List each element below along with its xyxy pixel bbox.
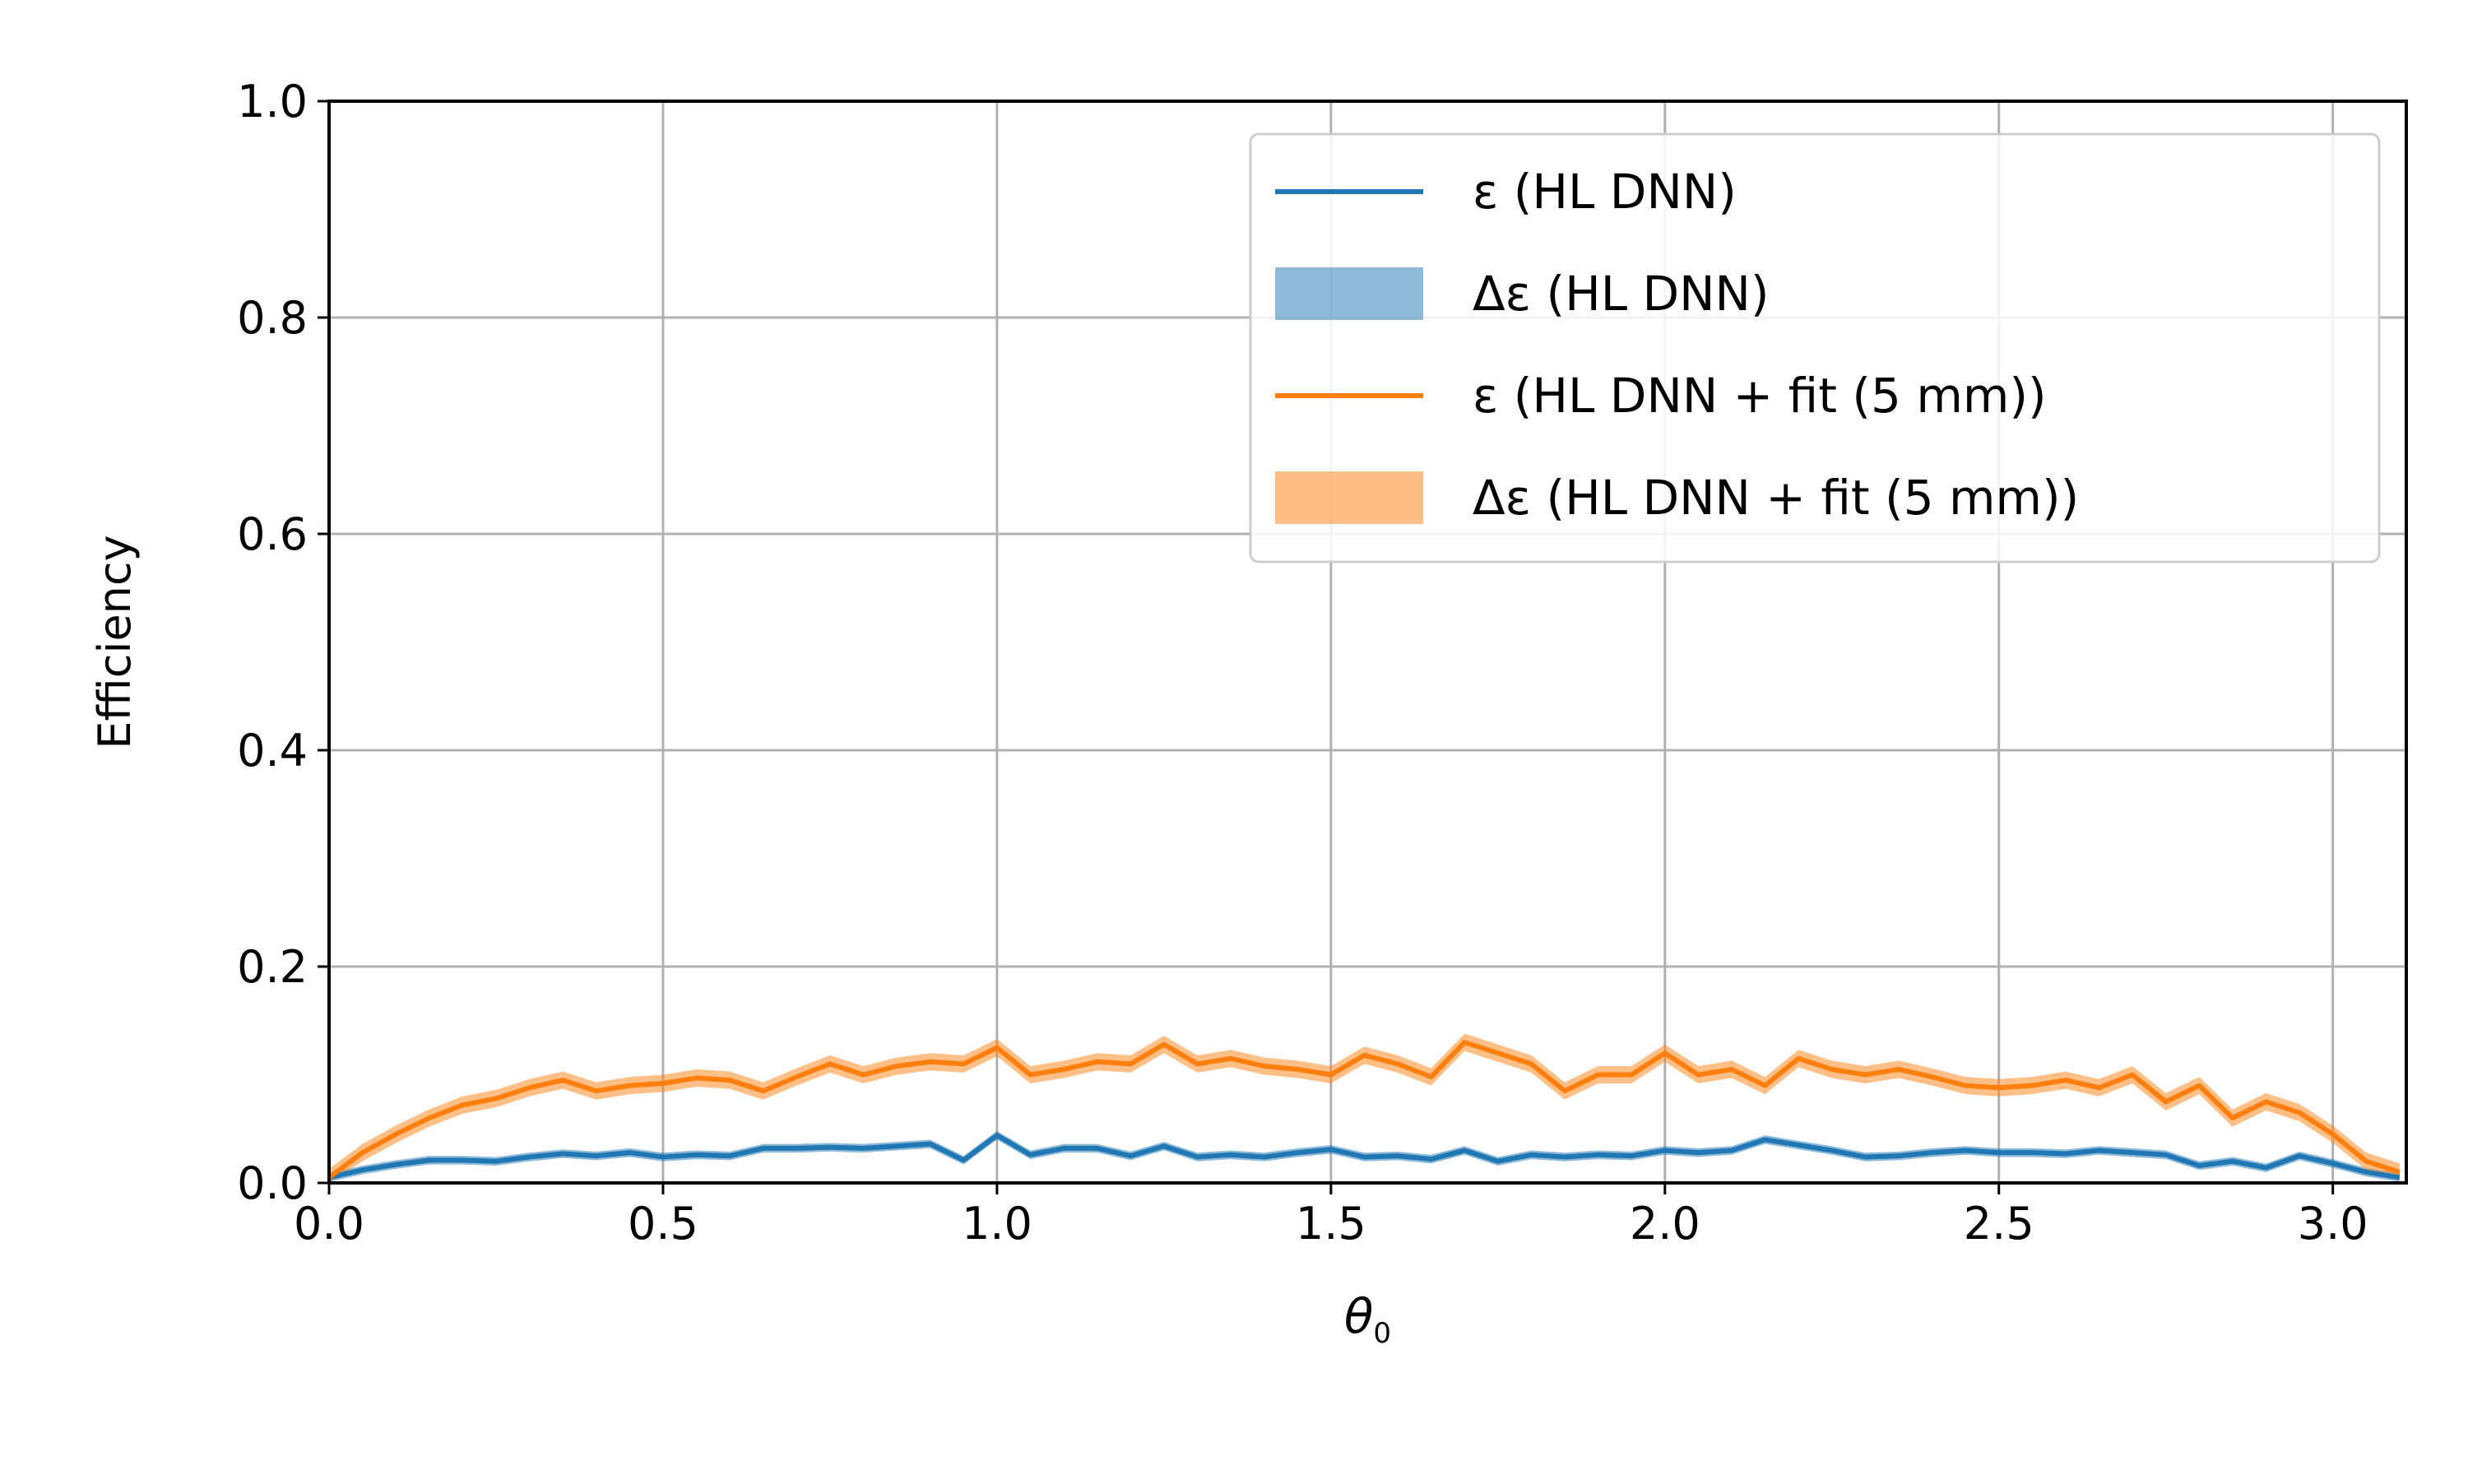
y-tick-label: 0.2 xyxy=(237,941,308,993)
y-tick-label: 0.0 xyxy=(237,1157,308,1209)
x-tick-label: 3.0 xyxy=(2298,1198,2368,1250)
x-tick-label: 0.0 xyxy=(294,1198,364,1250)
x-axis-label-subscript: 0 xyxy=(1373,1317,1391,1350)
x-tick-label: 2.0 xyxy=(1630,1198,1700,1250)
hl-dnn-efficiency-line xyxy=(328,1133,2401,1180)
y-tick-label: 1.0 xyxy=(237,76,308,128)
legend-label: Δε (HL DNN) xyxy=(1473,266,1770,322)
legend-label: Δε (HL DNN + fit (5 mm)) xyxy=(1473,470,2079,526)
legend-box xyxy=(1249,132,2381,563)
x-axis-label-symbol: θ xyxy=(1344,1288,1374,1344)
x-tick-label: 1.5 xyxy=(1296,1198,1366,1250)
legend-label: ε (HL DNN + fit (5 mm)) xyxy=(1473,368,2047,424)
x-tick-label: 2.5 xyxy=(1964,1198,2034,1250)
hl-dnn-fit-efficiency-line xyxy=(327,1040,2401,1180)
y-tick-label: 0.4 xyxy=(237,725,308,777)
x-tick-label: 1.0 xyxy=(962,1198,1032,1250)
y-axis-label: Efficiency xyxy=(89,535,141,749)
legend-band-swatch xyxy=(1275,471,1423,524)
y-tick-label: 0.6 xyxy=(237,508,308,560)
plot-frame xyxy=(327,100,2408,1185)
legend-label: ε (HL DNN) xyxy=(1473,164,1737,220)
legend-band-swatch xyxy=(1275,267,1423,320)
x-axis-label: θ0 xyxy=(1344,1288,1391,1350)
x-tick-label: 0.5 xyxy=(628,1198,698,1250)
axis-ticks: 0.0 0.5 1.0 1.5 2.0 2.5 3.0 0.0 0.2 0.4 0.6 0.8 1.0 xyxy=(237,76,2368,1250)
legend: ε (HL DNN) Δε (HL DNN) ε (HL DNN + fit (5 … xyxy=(1249,132,2381,563)
series-lines xyxy=(327,1040,2401,1180)
y-tick-label: 0.8 xyxy=(237,292,308,344)
